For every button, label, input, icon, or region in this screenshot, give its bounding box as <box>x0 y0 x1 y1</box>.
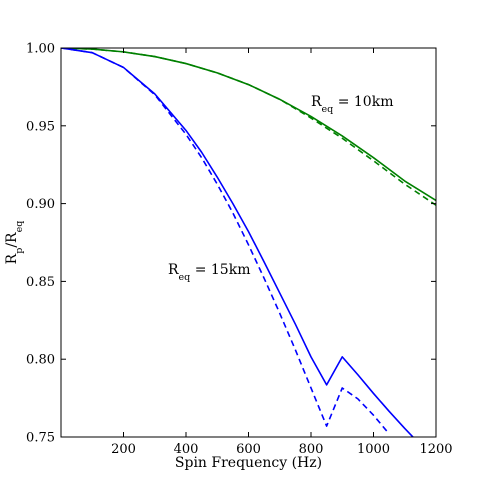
y-axis-title-sub2: eq <box>14 221 25 233</box>
annotation-req-10km-rest: = 10km <box>333 94 393 110</box>
y-tick-label-4: 0.95 <box>26 119 55 134</box>
x-tick-label-3: 800 <box>299 442 324 457</box>
x-tick-label-5: 1200 <box>419 442 452 457</box>
plot-area <box>61 48 436 437</box>
x-tick-label-0: 200 <box>111 442 136 457</box>
y-tick-label-2: 0.85 <box>26 275 55 290</box>
y-tick-label-0: 0.75 <box>26 431 55 446</box>
annotation-req-15km-rest: = 15km <box>190 262 250 278</box>
annotation-req-15km-base: R <box>168 262 179 278</box>
y-tick-label-5: 1.00 <box>26 42 55 57</box>
annotation-req-10km: Req = 10km <box>311 94 393 115</box>
x-tick-label-2: 600 <box>236 442 261 457</box>
x-tick-label-1: 400 <box>174 442 199 457</box>
series-line-3-dashed <box>61 48 390 435</box>
tick-layer: 200 400 600 800 1000 1200 0.75 0.80 0.85 0.90 0.95… <box>26 42 453 458</box>
y-axis-title-base: R <box>4 253 20 264</box>
x-tick-label-4: 1000 <box>357 442 390 457</box>
series-line-2-solid <box>61 48 415 437</box>
x-axis-title: Spin Frequency (Hz) <box>175 455 322 471</box>
annotation-req-10km-sub: eq <box>322 104 334 115</box>
annotation-req-10km-base: R <box>311 94 322 110</box>
annotation-req-15km: Req = 15km <box>168 262 250 283</box>
y-tick-label-3: 0.90 <box>26 197 55 212</box>
y-axis-title-sep: /R <box>4 232 20 248</box>
annotation-req-15km-sub: eq <box>179 272 191 283</box>
y-axis-title-sub1: p <box>14 248 25 254</box>
y-axis-title: Rp/Req <box>4 221 25 265</box>
y-tick-label-1: 0.80 <box>26 353 55 368</box>
